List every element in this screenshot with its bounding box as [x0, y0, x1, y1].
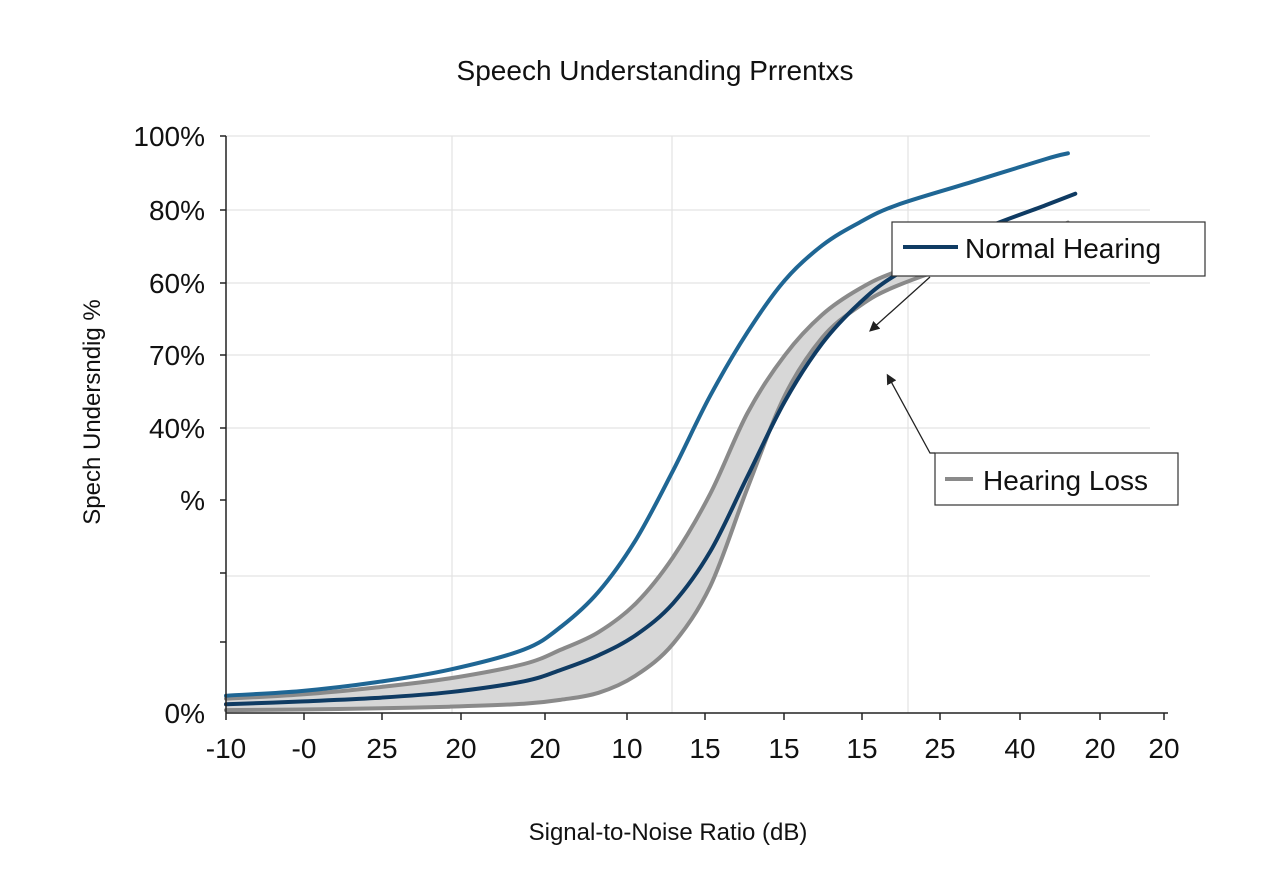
x-tick-label: 20 [529, 733, 560, 764]
x-tick-labels: -10 -0 25 20 20 10 15 15 15 25 40 20 20 [206, 733, 1180, 764]
x-tick-label: 25 [924, 733, 955, 764]
y-tick-label: 40% [149, 413, 205, 444]
legend-hearing-loss-label: Hearing Loss [983, 465, 1148, 496]
y-tick-labels: 100% 80% 60% 70% 40%% 0% [133, 121, 205, 729]
band-fill [226, 222, 1068, 711]
legend-normal-hearing-label: Normal Hearing [965, 233, 1161, 264]
pointer-normal-hearing [869, 276, 931, 332]
chart-title: Speech Understanding Prrentxs [457, 55, 854, 86]
x-tick-label: -0 [292, 733, 317, 764]
x-tick-label: -10 [206, 733, 246, 764]
y-tick-label: 100% [133, 121, 205, 152]
y-tick-label: 80% [149, 195, 205, 226]
series-line-0 [224, 151, 1070, 698]
legend-normal-hearing: Normal Hearing [891, 221, 1206, 277]
legend-pointers [869, 276, 935, 454]
y-tick-label-zero: 0% [165, 698, 205, 729]
y-tick-label: 70% [149, 340, 205, 371]
x-tick-label: 25 [366, 733, 397, 764]
legend-hearing-loss: Hearing Loss [934, 452, 1179, 506]
x-tick-label: 20 [1084, 733, 1115, 764]
x-tick-label: 15 [768, 733, 799, 764]
x-tick-label: 15 [689, 733, 720, 764]
x-axis-title: Signal-to-Noise Ratio (dB) [529, 819, 808, 846]
x-tick-label: 15 [846, 733, 877, 764]
y-tick-label: % [180, 485, 205, 516]
x-tick-label: 40 [1004, 733, 1035, 764]
x-tick-label: 20 [445, 733, 476, 764]
pointer-hearing-loss [886, 373, 935, 454]
x-tick-label: 10 [611, 733, 642, 764]
x-tick-label: 20 [1148, 733, 1179, 764]
hearing-loss-band [226, 222, 1068, 711]
y-tick-label: 60% [149, 268, 205, 299]
axes [220, 135, 1168, 720]
series-line-3 [224, 232, 1070, 713]
y-axis-title: Spech Undersndig % [79, 299, 106, 524]
